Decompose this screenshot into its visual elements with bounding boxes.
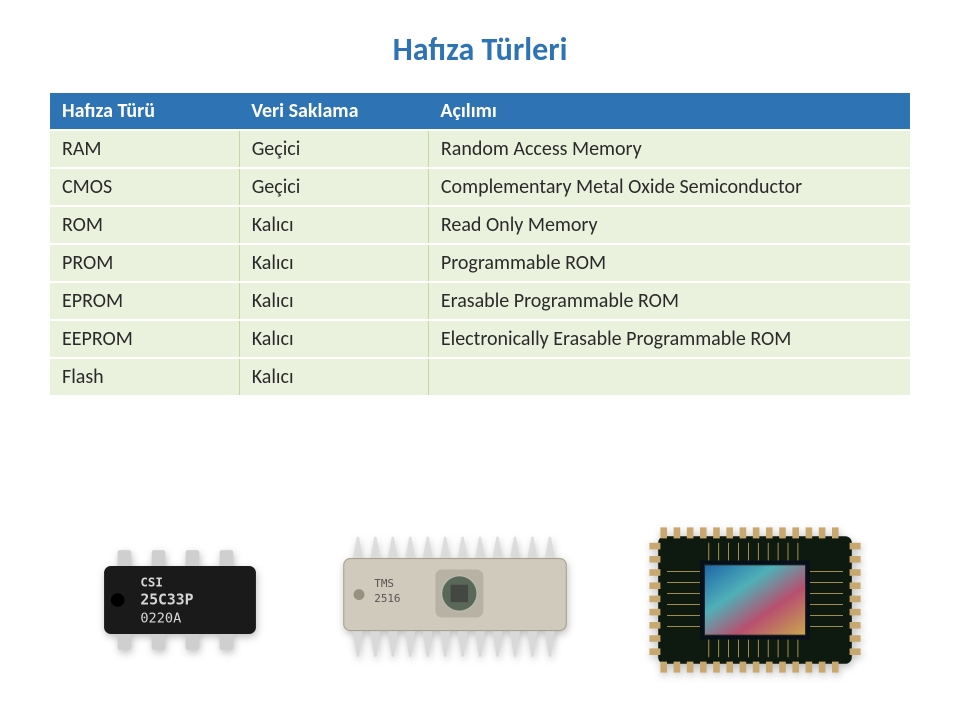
memory-types-table: Hafıza TürüVeri SaklamaAçılımı RAMGeçici… [50, 93, 910, 397]
table-cell: ROM [50, 206, 239, 244]
table-row: EPROMKalıcıErasable Programmable ROM [50, 282, 910, 320]
table-cell: PROM [50, 244, 239, 282]
table-cell: CMOS [50, 168, 239, 206]
chip-ceramic-dip-icon: TMS 2516 [335, 530, 575, 670]
svg-text:TMS: TMS [374, 577, 394, 590]
table-row: ROMKalıcıRead Only Memory [50, 206, 910, 244]
table-cell: Erasable Programmable ROM [428, 282, 910, 320]
table-cell: Kalıcı [239, 244, 428, 282]
svg-text:CSI: CSI [140, 574, 163, 589]
table-cell: Programmable ROM [428, 244, 910, 282]
svg-text:0220A: 0220A [140, 611, 181, 627]
table-cell [428, 358, 910, 396]
table-col-header: Hafıza Türü [50, 93, 239, 130]
table-col-header: Veri Saklama [239, 93, 428, 130]
table-row: FlashKalıcı [50, 358, 910, 396]
table-cell: RAM [50, 130, 239, 168]
table-cell: Random Access Memory [428, 130, 910, 168]
table-cell: Kalıcı [239, 320, 428, 358]
table-row: CMOSGeçiciComplementary Metal Oxide Semi… [50, 168, 910, 206]
svg-text:25C33P: 25C33P [140, 592, 193, 609]
page-title: Hafıza Türleri [50, 30, 910, 69]
table-cell: Geçici [239, 130, 428, 168]
table-cell: Flash [50, 358, 239, 396]
table-cell: Geçici [239, 168, 428, 206]
table-row: PROMKalıcıProgrammable ROM [50, 244, 910, 282]
table-cell: Read Only Memory [428, 206, 910, 244]
table-cell: Complementary Metal Oxide Semiconductor [428, 168, 910, 206]
table-cell: Kalıcı [239, 206, 428, 244]
table-cell: Kalıcı [239, 358, 428, 396]
table-cell: Kalıcı [239, 282, 428, 320]
chip-bga-sensor-icon [645, 520, 865, 680]
table-cell: EPROM [50, 282, 239, 320]
svg-text:2516: 2516 [374, 592, 400, 605]
table-cell: EEPROM [50, 320, 239, 358]
table-row: RAMGeçiciRandom Access Memory [50, 130, 910, 168]
table-col-header: Açılımı [428, 93, 910, 130]
table-cell: Electronically Erasable Programmable ROM [428, 320, 910, 358]
chip-dip8-icon: CSI 25C33P 0220A [95, 540, 265, 660]
chip-images-row: CSI 25C33P 0220A TMS 2516 [0, 520, 960, 680]
table-row: EEPROMKalıcıElectronically Erasable Prog… [50, 320, 910, 358]
